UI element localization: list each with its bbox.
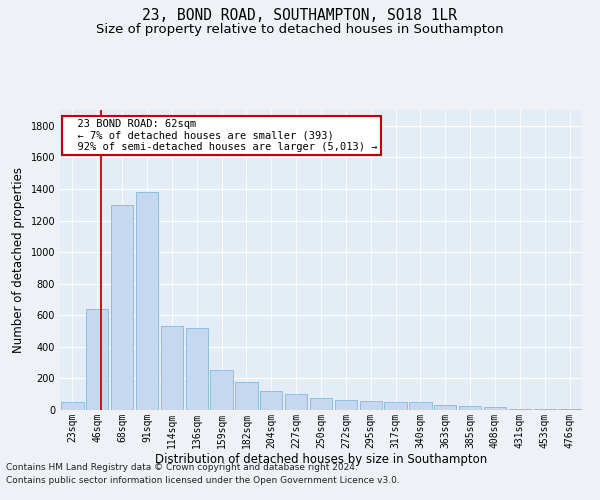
- Bar: [359, 402, 382, 410]
- Bar: [310, 398, 332, 410]
- Bar: [533, 409, 556, 410]
- Bar: [385, 402, 407, 410]
- Bar: [235, 382, 257, 410]
- Bar: [260, 391, 283, 410]
- Text: Contains public sector information licensed under the Open Government Licence v3: Contains public sector information licen…: [6, 476, 400, 485]
- Bar: [211, 370, 233, 410]
- Text: Distribution of detached houses by size in Southampton: Distribution of detached houses by size …: [155, 452, 487, 466]
- Bar: [459, 406, 481, 410]
- Text: Contains HM Land Registry data © Crown copyright and database right 2024.: Contains HM Land Registry data © Crown c…: [6, 464, 358, 472]
- Bar: [509, 408, 531, 410]
- Bar: [136, 192, 158, 410]
- Text: 23 BOND ROAD: 62sqm
  ← 7% of detached houses are smaller (393)
  92% of semi-de: 23 BOND ROAD: 62sqm ← 7% of detached hou…: [65, 119, 378, 152]
- Bar: [111, 204, 133, 410]
- Bar: [335, 400, 357, 410]
- Bar: [61, 402, 83, 410]
- Bar: [409, 402, 431, 410]
- Bar: [161, 326, 183, 410]
- Bar: [434, 406, 457, 410]
- Text: Size of property relative to detached houses in Southampton: Size of property relative to detached ho…: [96, 22, 504, 36]
- Y-axis label: Number of detached properties: Number of detached properties: [12, 167, 25, 353]
- Bar: [559, 409, 581, 410]
- Bar: [285, 394, 307, 410]
- Bar: [185, 328, 208, 410]
- Bar: [484, 406, 506, 410]
- Bar: [86, 309, 109, 410]
- Text: 23, BOND ROAD, SOUTHAMPTON, SO18 1LR: 23, BOND ROAD, SOUTHAMPTON, SO18 1LR: [143, 8, 458, 22]
